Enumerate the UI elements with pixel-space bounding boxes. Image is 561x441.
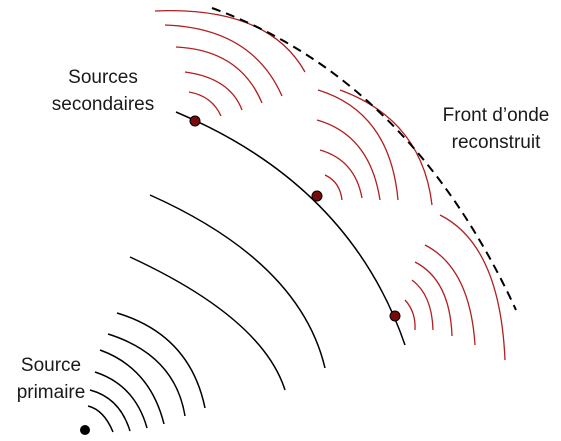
wavelet-s2-5 <box>339 89 433 206</box>
primary-wavefront-7 <box>129 256 286 391</box>
wavelet-s3-4 <box>424 244 476 346</box>
secondary-sources <box>189 115 401 322</box>
wavelet-s3-5 <box>439 214 506 361</box>
label-primary-source-line1: Source <box>21 355 81 376</box>
wavelet-s2-3 <box>316 119 381 201</box>
wavelet-s2-1 <box>324 174 343 201</box>
secondary-source-dot-3 <box>389 310 401 322</box>
primary-wavefront-main <box>175 111 406 346</box>
primary-wavefront-4 <box>99 349 165 425</box>
wavelet-s1-2 <box>184 71 243 111</box>
label-secondary-sources-line2: secondaires <box>52 94 154 115</box>
wavelet-s3-3 <box>414 261 453 337</box>
secondary-source-dot-1 <box>189 115 201 127</box>
wavelet-s1-1 <box>188 91 222 117</box>
wavelet-s3-1 <box>404 299 416 331</box>
label-reconstructed-front-line1: Front d’onde <box>443 105 550 126</box>
wavelet-s1-3 <box>175 46 263 104</box>
primary-wavefront-1 <box>87 405 114 433</box>
label-primary-source-line2: primaire <box>17 382 86 403</box>
secondary-wavelets <box>154 9 506 361</box>
wavelet-s2-2 <box>319 149 363 199</box>
primary-source-dot <box>80 425 90 435</box>
wavelet-s1-4 <box>164 24 283 97</box>
primary-wavefront-3 <box>94 371 148 429</box>
label-reconstructed-front-line2: reconstruit <box>452 132 541 153</box>
wavelet-s2-4 <box>317 89 399 201</box>
secondary-source-dot-2 <box>311 190 323 202</box>
primary-wavefronts <box>87 111 406 433</box>
wavelet-s1-5 <box>154 9 306 73</box>
label-secondary-sources-line1: Sources <box>68 67 138 88</box>
primary-wavefront-2 <box>89 389 131 432</box>
primary-wavefront-8 <box>149 194 326 369</box>
wavelet-s3-2 <box>411 279 434 331</box>
reconstructed-wavefront <box>211 7 517 311</box>
primary-wavefront-5 <box>107 333 186 417</box>
primary-wavefront-6 <box>116 312 206 409</box>
